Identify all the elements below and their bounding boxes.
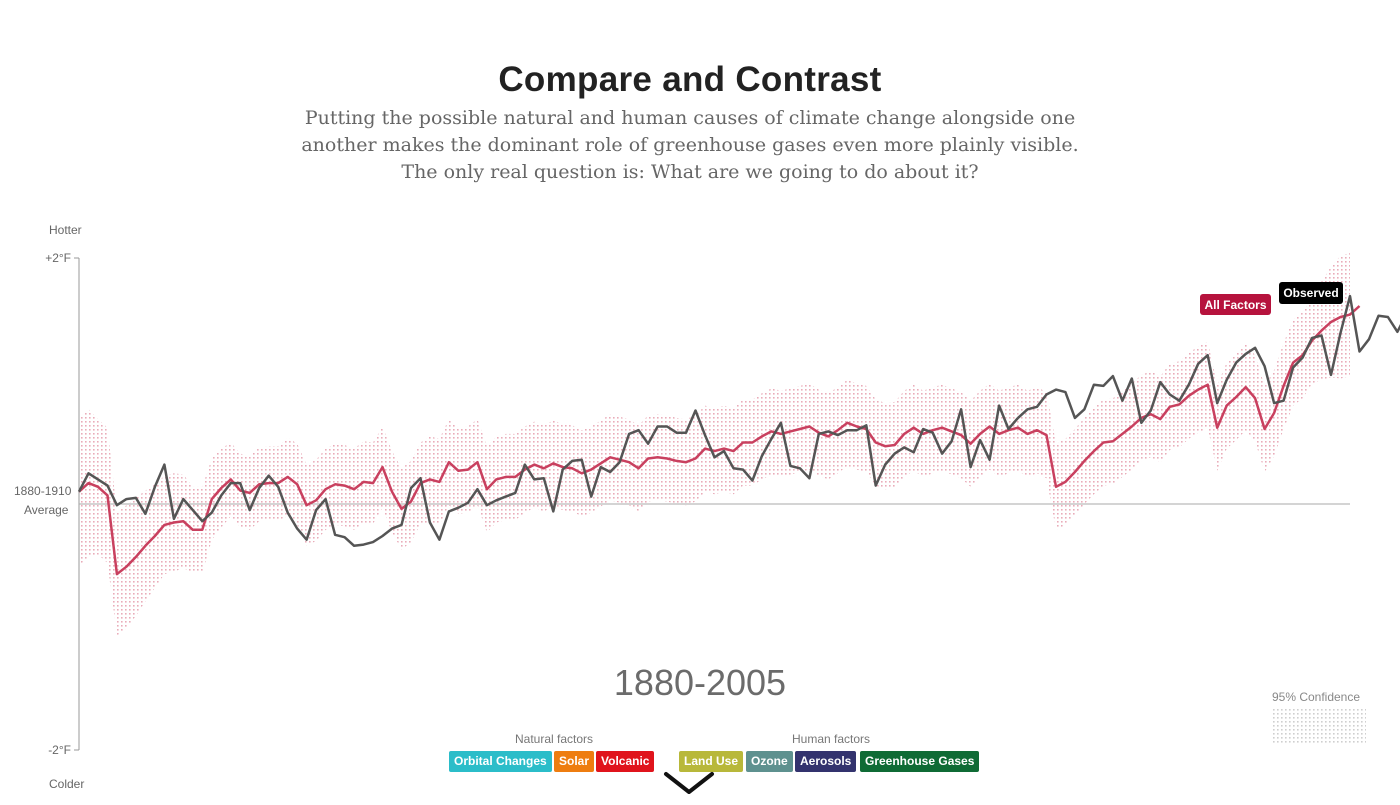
ozone-button[interactable]: Ozone — [746, 751, 793, 772]
observed-line — [77, 294, 1400, 548]
confidence-label: 95% Confidence — [1271, 690, 1361, 704]
subtitle-line-3: The only real question is: What are we g… — [401, 161, 979, 183]
y-tick-label-bottom: -2°F — [48, 743, 71, 757]
page-subtitle: Putting the possible natural and human c… — [280, 105, 1100, 186]
observed-flag: Observed — [1279, 282, 1343, 304]
solar-button[interactable]: Solar — [554, 751, 595, 772]
all-factors-flag-label: All Factors — [1204, 298, 1266, 312]
baseline-label-bottom: Average — [24, 503, 69, 517]
observed-flag-label: Observed — [1283, 286, 1338, 300]
period-label: 1880-2005 — [613, 662, 787, 703]
y-tick-label-top: +2°F — [45, 251, 71, 265]
aerosols-button[interactable]: Aerosols — [795, 751, 857, 772]
land-use-button[interactable]: Land Use — [679, 751, 744, 772]
confidence-band — [79, 253, 1350, 636]
confidence-swatch — [1272, 708, 1366, 743]
hotter-label: Hotter — [49, 223, 82, 237]
scroll-down-chevron-icon[interactable] — [662, 768, 716, 798]
subtitle-line-2: another makes the dominant role of green… — [301, 134, 1079, 156]
natural-factors-label: Natural factors — [515, 732, 594, 746]
human-factors-label: Human factors — [792, 732, 871, 746]
colder-label: Colder — [49, 777, 85, 791]
subtitle-line-1: Putting the possible natural and human c… — [304, 107, 1076, 129]
all-factors-flag: All Factors — [1200, 294, 1271, 315]
volcanic-button[interactable]: Volcanic — [596, 751, 655, 772]
orbital-changes-button[interactable]: Orbital Changes — [449, 751, 552, 772]
page-title: Compare and Contrast — [498, 60, 882, 99]
baseline-label-top: 1880-1910 — [14, 484, 72, 498]
greenhouse-gases-button[interactable]: Greenhouse Gases — [860, 751, 980, 772]
